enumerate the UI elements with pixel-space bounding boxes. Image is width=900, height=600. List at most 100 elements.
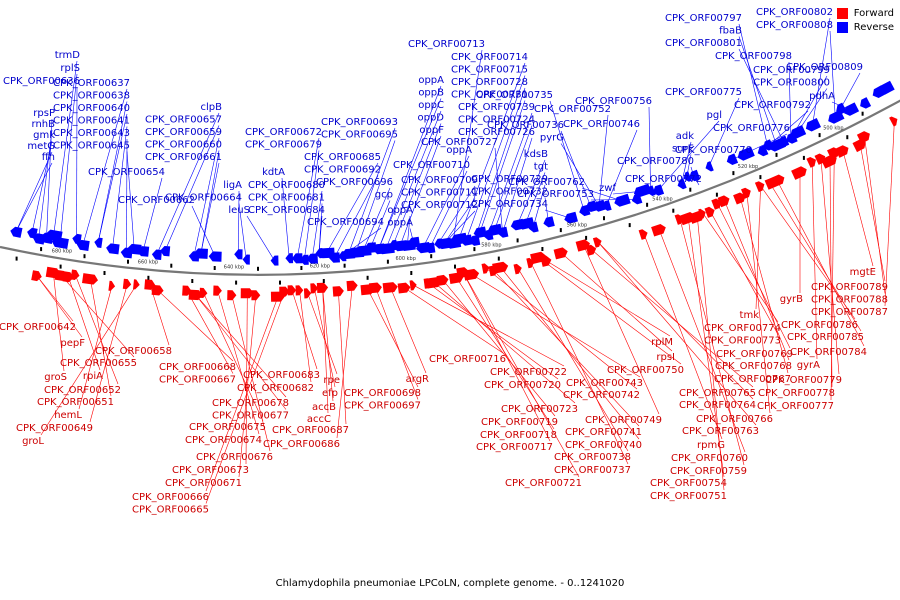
reverse-label: CPK_ORF00780: [617, 156, 694, 167]
forward-gene-arrow: [368, 282, 382, 294]
scale-tick-label: 580 kbp: [481, 242, 501, 248]
reverse-label: CPK_ORF00808: [756, 20, 833, 31]
forward-gene-arrow: [409, 280, 417, 291]
reverse-label: CPK_ORF00679: [245, 140, 322, 151]
reverse-label: CPK_ORF00713: [408, 39, 485, 50]
forward-label: CPK_ORF00697: [344, 401, 421, 412]
forward-label: CPK_ORF00784: [790, 347, 867, 358]
reverse-label: ffh: [42, 152, 55, 163]
reverse-label: tgt: [534, 162, 548, 173]
forward-gene-arrow: [585, 244, 597, 256]
label-leader-line: [36, 275, 74, 322]
reverse-label: CPK_ORF00724: [458, 115, 535, 126]
label-leader-line: [598, 114, 609, 207]
forward-label: groL: [22, 436, 44, 447]
reverse-gene-arrow: [633, 183, 652, 198]
reverse-gene-arrow: [879, 80, 895, 95]
reverse-gene-arrow: [689, 169, 701, 182]
reverse-gene-arrow: [10, 226, 23, 238]
reverse-gene-arrow: [291, 253, 303, 264]
label-leader-line: [367, 289, 419, 388]
label-leader-line: [318, 215, 323, 254]
label-leader-line: [413, 284, 565, 367]
reverse-label: CPK_ORF00710: [393, 160, 470, 171]
forward-gene-arrow: [463, 268, 480, 281]
reverse-label: kdtA: [262, 167, 285, 178]
reverse-label: leuS: [228, 205, 250, 216]
label-leader-line: [560, 143, 600, 207]
label-leader-line: [474, 87, 526, 241]
scale-tick-label: 540 kbp: [652, 196, 672, 202]
label-leader-line: [203, 292, 264, 422]
forward-gene-arrow: [62, 271, 74, 283]
label-leader-line: [494, 147, 503, 233]
reverse-label: pdhA: [809, 91, 835, 102]
reverse-label: CPK_ORF00739: [458, 102, 535, 113]
reverse-gene-arrow: [270, 255, 279, 266]
forward-gene-arrow: [889, 116, 898, 127]
label-leader-line: [195, 294, 287, 410]
feature-mark: [585, 235, 588, 240]
reverse-gene-arrow: [285, 253, 294, 264]
genome-backbone: [0, 99, 900, 276]
forward-gene-arrow: [856, 131, 870, 144]
label-leader-line: [738, 23, 768, 146]
label-leader-line: [487, 112, 533, 236]
reverse-label: CPK_ORF00735: [476, 90, 553, 101]
reverse-label: CPK_ORF00672: [245, 127, 322, 138]
feature-mark: [235, 280, 238, 285]
label-leader-line: [326, 162, 379, 254]
forward-label: CPK_ORF00675: [189, 422, 266, 433]
reverse-gene-arrow: [585, 200, 598, 212]
reverse-gene-arrow: [602, 200, 612, 211]
forward-gene-arrow: [279, 286, 290, 297]
reverse-gene-arrow: [828, 109, 845, 124]
forward-label: CPK_ORF00773: [704, 336, 781, 347]
reverse-label: rpsP: [33, 108, 55, 119]
reverse-label: CPK_ORF00684: [248, 205, 325, 216]
forward-gene-arrow: [310, 283, 319, 294]
reverse-label: CPK_ORF00800: [753, 78, 830, 89]
forward-label: CPK_ORF00642: [0, 322, 76, 333]
forward-label: CPK_ORF00687: [272, 425, 349, 436]
label-leader-line: [61, 275, 135, 358]
forward-label: CPK_ORF00667: [159, 375, 236, 386]
label-leader-line: [811, 161, 818, 360]
forward-gene-arrow: [436, 274, 449, 286]
label-leader-line: [59, 73, 78, 243]
reverse-gene-arrow: [300, 254, 309, 265]
reverse-label: oppA: [418, 75, 444, 86]
forward-gene-arrow: [295, 285, 304, 296]
forward-label: CPK_ORF00763: [682, 426, 759, 437]
label-leader-line: [399, 135, 442, 247]
feature-mark: [454, 264, 456, 269]
label-leader-line: [746, 192, 771, 414]
reverse-label: CPK_ORF00736: [487, 120, 564, 131]
label-leader-line: [195, 294, 287, 398]
reverse-gene-arrow: [647, 185, 656, 196]
reverse-gene-arrow: [844, 102, 860, 116]
forward-label: CPK_ORF00682: [237, 383, 314, 394]
reverse-label: pyrG: [540, 133, 564, 144]
forward-label: gyrA: [797, 360, 820, 371]
forward-label: CPK_ORF00760: [671, 453, 748, 464]
forward-label: CPK_ORF00768: [715, 361, 792, 372]
forward-gene-arrow: [704, 206, 715, 218]
label-leader-line: [245, 293, 248, 465]
feature-mark: [279, 280, 281, 285]
forward-gene-arrow: [122, 278, 132, 290]
label-leader-line: [15, 162, 53, 233]
reverse-label: rplS: [60, 63, 80, 74]
reverse-label: CPK_ORF00752: [534, 104, 611, 115]
label-leader-line: [776, 180, 865, 347]
label-leader-line: [755, 185, 761, 310]
label-leader-line: [156, 112, 220, 255]
reverse-gene-arrow: [469, 234, 481, 246]
feature-mark: [603, 216, 605, 221]
scale-tick-label: 560 kbp: [567, 223, 587, 229]
label-leader-line: [205, 296, 279, 492]
forward-label: CPK_ORF00683: [243, 370, 320, 381]
forward-gene-arrow: [540, 255, 552, 267]
reverse-gene-arrow: [127, 243, 142, 255]
label-leader-line: [422, 155, 470, 249]
